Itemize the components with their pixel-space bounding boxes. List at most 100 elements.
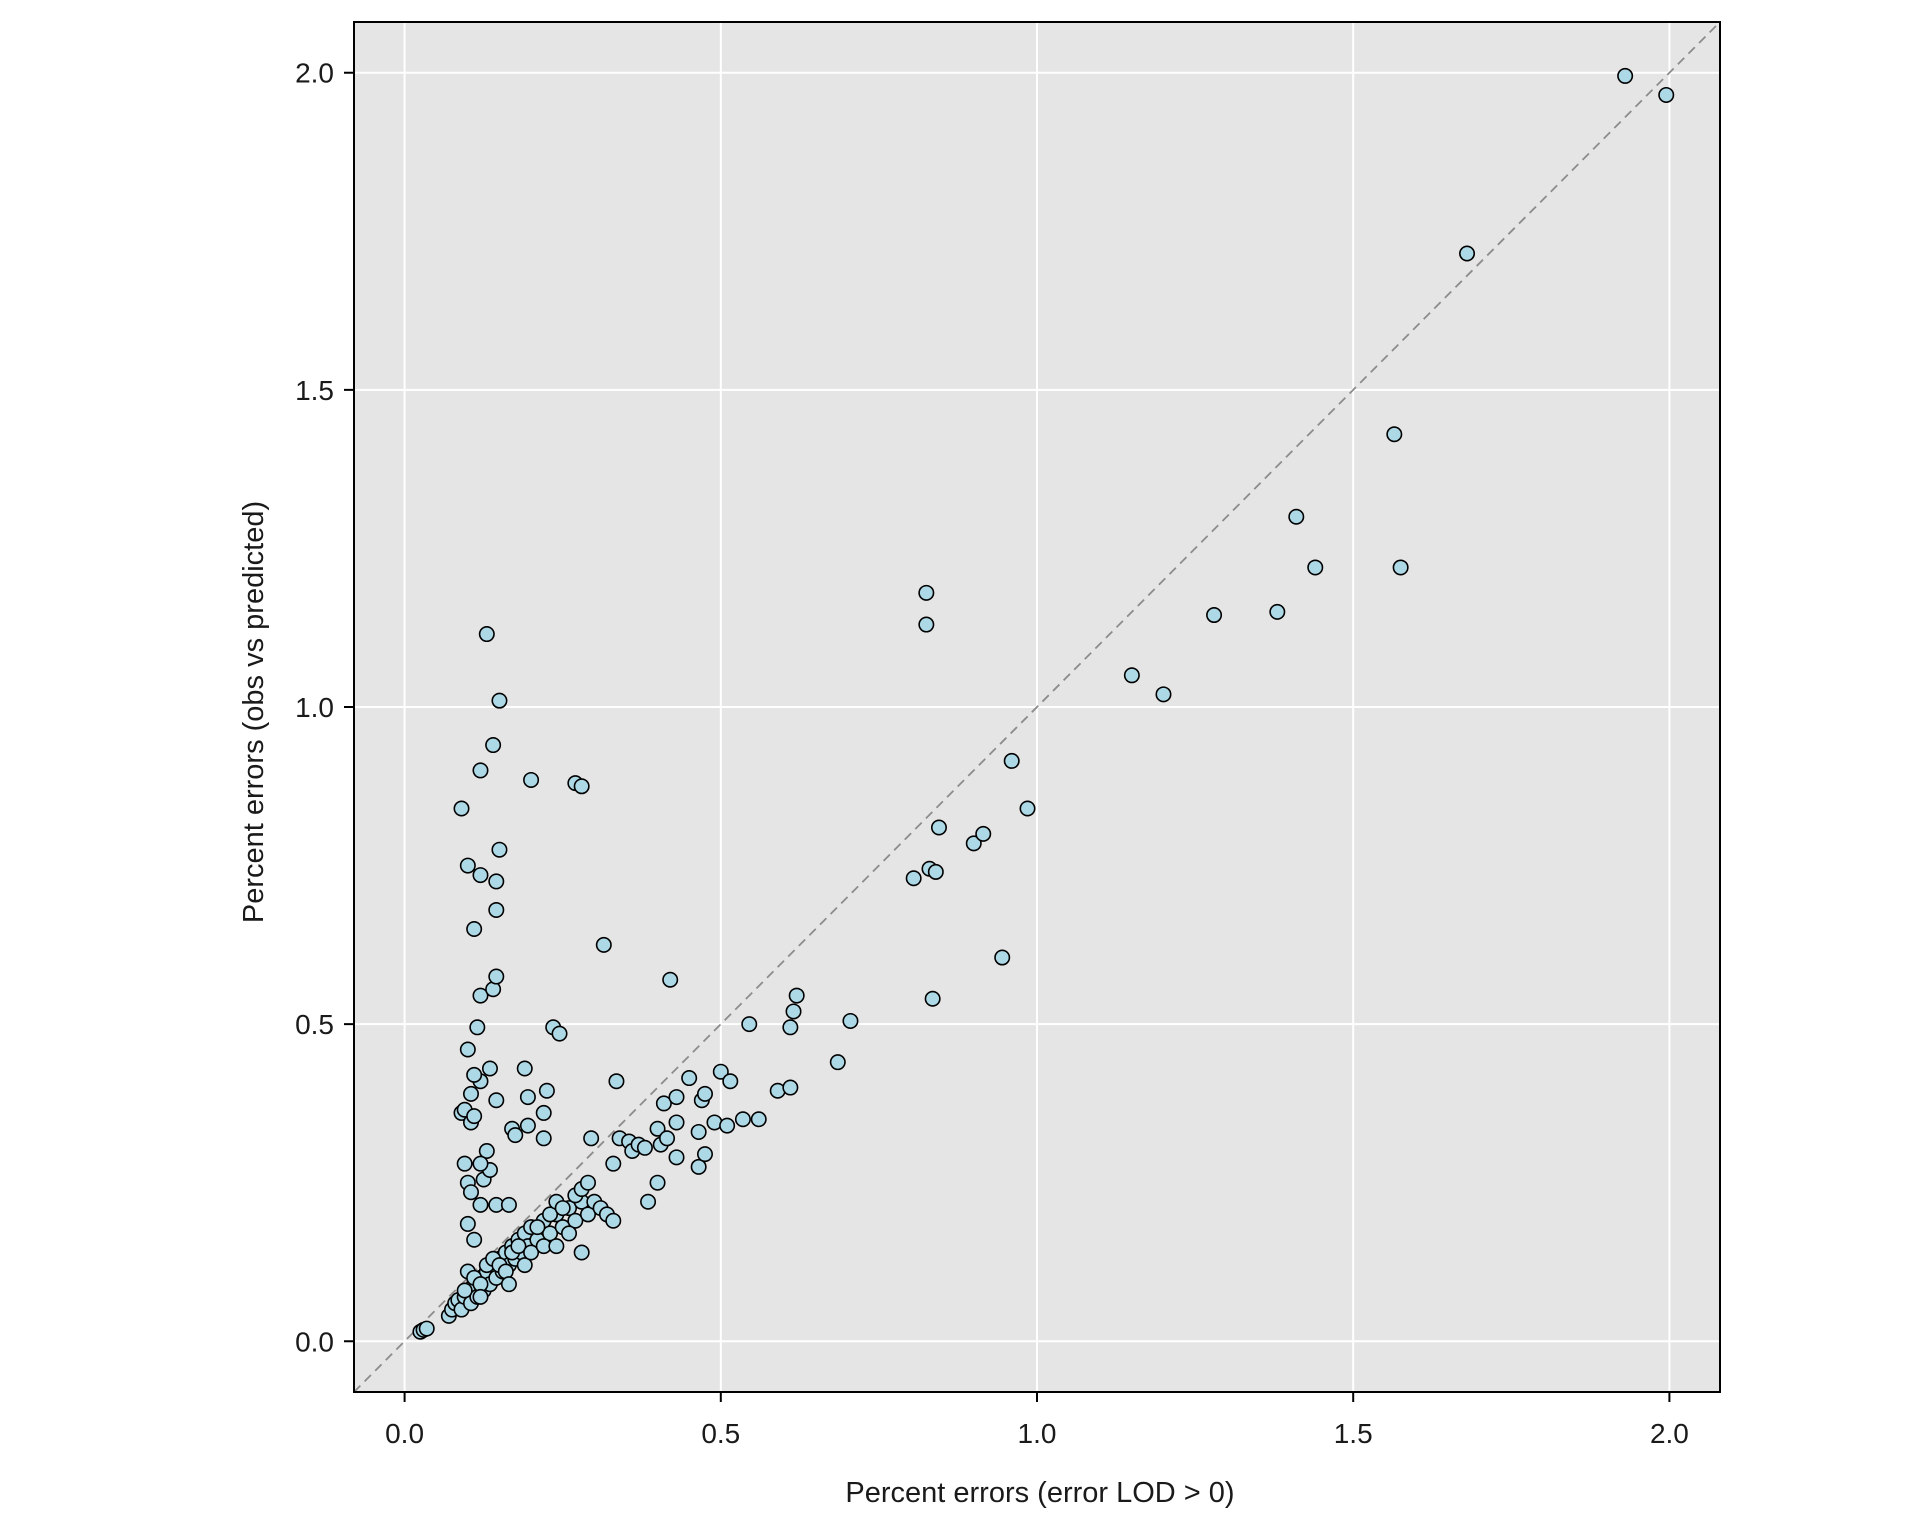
y-tick-label: 2.0 [295, 58, 334, 89]
data-point [462, 1085, 479, 1102]
data-point [750, 1111, 767, 1128]
reference-line-layer [353, 21, 1721, 1393]
data-point [573, 1244, 590, 1261]
data-point [519, 1117, 536, 1134]
data-point [453, 800, 470, 817]
data-point [459, 1215, 476, 1232]
data-point [466, 1108, 483, 1125]
data-point [1003, 752, 1020, 769]
data-point [1123, 667, 1140, 684]
data-point [510, 1238, 527, 1255]
data-point [523, 1244, 540, 1261]
data-point [554, 1200, 571, 1217]
data-point [491, 692, 508, 709]
data-point [1155, 686, 1172, 703]
data-point [472, 1155, 489, 1172]
data-point [927, 863, 944, 880]
data-point [488, 968, 505, 985]
data-point [734, 1111, 751, 1128]
data-point [595, 936, 612, 953]
data-point [516, 1060, 533, 1077]
data-point [696, 1146, 713, 1163]
data-point [829, 1054, 846, 1071]
data-point [542, 1225, 559, 1242]
data-point [456, 1282, 473, 1299]
data-point [472, 1288, 489, 1305]
data-point [472, 867, 489, 884]
data-point [529, 1219, 546, 1236]
data-point [567, 1212, 584, 1229]
data-point [696, 1085, 713, 1102]
y-axis-ticks: 0.0 0.5 1.0 1.5 2.0 [295, 58, 354, 1357]
data-point [712, 1063, 729, 1080]
data-point [466, 1066, 483, 1083]
x-axis-ticks: 0.0 0.5 1.0 1.5 2.0 [385, 1392, 1689, 1449]
data-point [583, 1130, 600, 1147]
data-point [719, 1117, 736, 1134]
data-point [918, 584, 935, 601]
data-point [488, 1092, 505, 1109]
x-tick-label: 1.0 [1018, 1418, 1057, 1449]
data-point [649, 1120, 666, 1137]
data-point [472, 987, 489, 1004]
data-point [1617, 67, 1634, 84]
y-tick-label: 1.5 [295, 375, 334, 406]
data-point [930, 819, 947, 836]
reference-line [353, 21, 1721, 1393]
data-point [1459, 245, 1476, 262]
data-point [466, 920, 483, 937]
data-point [668, 1149, 685, 1166]
x-tick-label: 2.0 [1650, 1418, 1689, 1449]
data-point [573, 778, 590, 795]
data-point [500, 1196, 517, 1213]
data-point [456, 1155, 473, 1172]
x-tick-label: 0.5 [701, 1418, 740, 1449]
x-tick-label: 1.5 [1334, 1418, 1373, 1449]
data-point [905, 870, 922, 887]
data-point [500, 1276, 517, 1293]
data-point [478, 1142, 495, 1159]
data-point [924, 990, 941, 1007]
data-point [535, 1130, 552, 1147]
data-point [1019, 800, 1036, 817]
data-point [668, 1114, 685, 1131]
data-point [548, 1238, 565, 1255]
data-point [535, 1104, 552, 1121]
data-point [551, 1025, 568, 1042]
data-point [690, 1123, 707, 1140]
data-point [655, 1095, 672, 1112]
data-point [788, 987, 805, 1004]
data-point [459, 1041, 476, 1058]
y-axis-label: Percent errors (obs vs predicted) [238, 501, 270, 923]
data-point [1386, 426, 1403, 443]
data-point [1658, 86, 1675, 103]
data-point [488, 873, 505, 890]
data-point [722, 1073, 739, 1090]
data-point [418, 1320, 435, 1337]
data-point [478, 626, 495, 643]
data-point [491, 841, 508, 858]
data-point [523, 771, 540, 788]
data-point [579, 1206, 596, 1223]
data-point [994, 949, 1011, 966]
data-point [516, 1257, 533, 1274]
data-point [1392, 559, 1409, 576]
data-point [485, 737, 502, 754]
data-point [481, 1060, 498, 1077]
data-point [542, 1206, 559, 1223]
data-point [741, 1016, 758, 1033]
data-point [466, 1231, 483, 1248]
y-tick-label: 1.0 [295, 692, 334, 723]
data-point [782, 1079, 799, 1096]
data-point [605, 1155, 622, 1172]
data-point [462, 1184, 479, 1201]
x-tick-label: 0.0 [385, 1418, 424, 1449]
data-point [469, 1019, 486, 1036]
data-point [640, 1193, 657, 1210]
data-point [659, 1130, 676, 1147]
data-point [507, 1127, 524, 1144]
x-axis-label: Percent errors (error LOD > 0) [845, 1477, 1234, 1509]
data-point [579, 1174, 596, 1191]
data-point [681, 1070, 698, 1087]
